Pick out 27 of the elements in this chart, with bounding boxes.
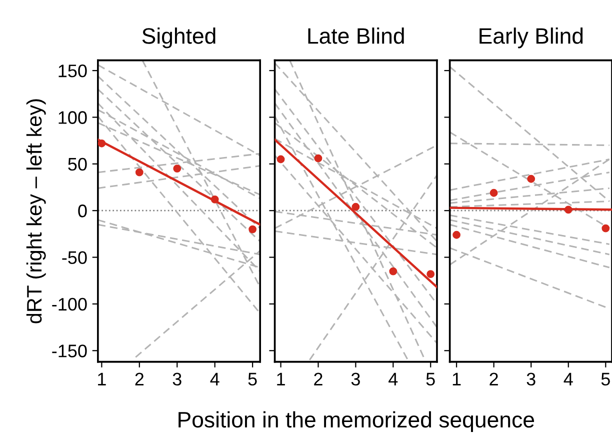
y-tick-label: -150 (52, 344, 87, 358)
x-tick-label: 1 (452, 372, 461, 386)
x-tick-label: 4 (388, 372, 398, 386)
chart-title: Sighted (142, 28, 216, 48)
y-tick-label: 50 (68, 158, 87, 171)
x-tick-label: 3 (172, 372, 182, 386)
y-tick-label: -50 (62, 251, 87, 264)
x-tick-label: 1 (277, 372, 285, 386)
x-tick-label: 5 (248, 372, 257, 386)
x-tick-label: 2 (135, 372, 144, 386)
y-tick-label: 0 (78, 204, 87, 218)
x-tick-label: 5 (601, 372, 610, 386)
chart-title: Early Blind (480, 28, 583, 48)
x-tick-label: 3 (526, 372, 536, 386)
x-tick-label: 1 (98, 372, 106, 386)
x-tick-label: 4 (564, 372, 573, 386)
x-axis-title: Position in the memorized sequence (178, 411, 534, 432)
y-axis-title: dRT (right key – left key) (26, 99, 46, 324)
x-tick-label: 5 (426, 372, 435, 386)
x-tick-label: 2 (314, 372, 322, 386)
x-tick-label: 2 (490, 372, 498, 386)
y-tick-label: 100 (58, 111, 87, 124)
y-tick-label: -100 (52, 298, 87, 311)
y-tick-label: 150 (58, 64, 87, 78)
x-tick-label: 4 (210, 372, 220, 386)
chart-title: Late Blind (308, 28, 404, 44)
x-tick-label: 3 (351, 372, 360, 386)
